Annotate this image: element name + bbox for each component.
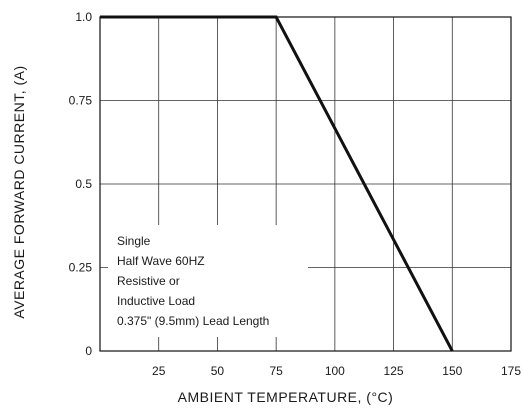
x-tick-label: 25	[152, 364, 166, 378]
y-tick-label: 0	[85, 344, 92, 358]
y-tick-labels: 0 0.25 0.5 0.75 1.0	[69, 10, 93, 358]
note-box: Single Half Wave 60HZ Resistive or Inductiv…	[108, 225, 308, 337]
y-tick-label: 0.75	[69, 94, 93, 108]
y-tick-label: 0.25	[69, 261, 93, 275]
derating-curve	[100, 15, 454, 352]
note-line: Inductive Load	[117, 294, 195, 308]
note-line: Resistive or	[117, 274, 180, 288]
note-line: 0.375" (9.5mm) Lead Length	[117, 314, 269, 328]
y-axis-title: AVERAGE FORWARD CURRENT, (A)	[11, 65, 27, 318]
note-line: Half Wave 60HZ	[117, 254, 205, 268]
x-tick-labels: 25 50 75 100 125 150 175	[152, 364, 521, 378]
note-background	[108, 225, 308, 337]
y-tick-label: 1.0	[75, 10, 92, 24]
x-tick-label: 125	[384, 364, 404, 378]
x-tick-label: 175	[501, 364, 521, 378]
series-layer	[100, 15, 454, 352]
x-tick-label: 150	[442, 364, 462, 378]
x-tick-label: 100	[325, 364, 345, 378]
note-line: Single	[117, 234, 151, 248]
x-tick-label: 75	[269, 364, 283, 378]
plot-frame	[99, 16, 512, 352]
y-tick-label: 0.5	[75, 177, 92, 191]
x-tick-label: 50	[211, 364, 225, 378]
x-axis-title: AMBIENT TEMPERATURE, (°C)	[178, 389, 394, 405]
